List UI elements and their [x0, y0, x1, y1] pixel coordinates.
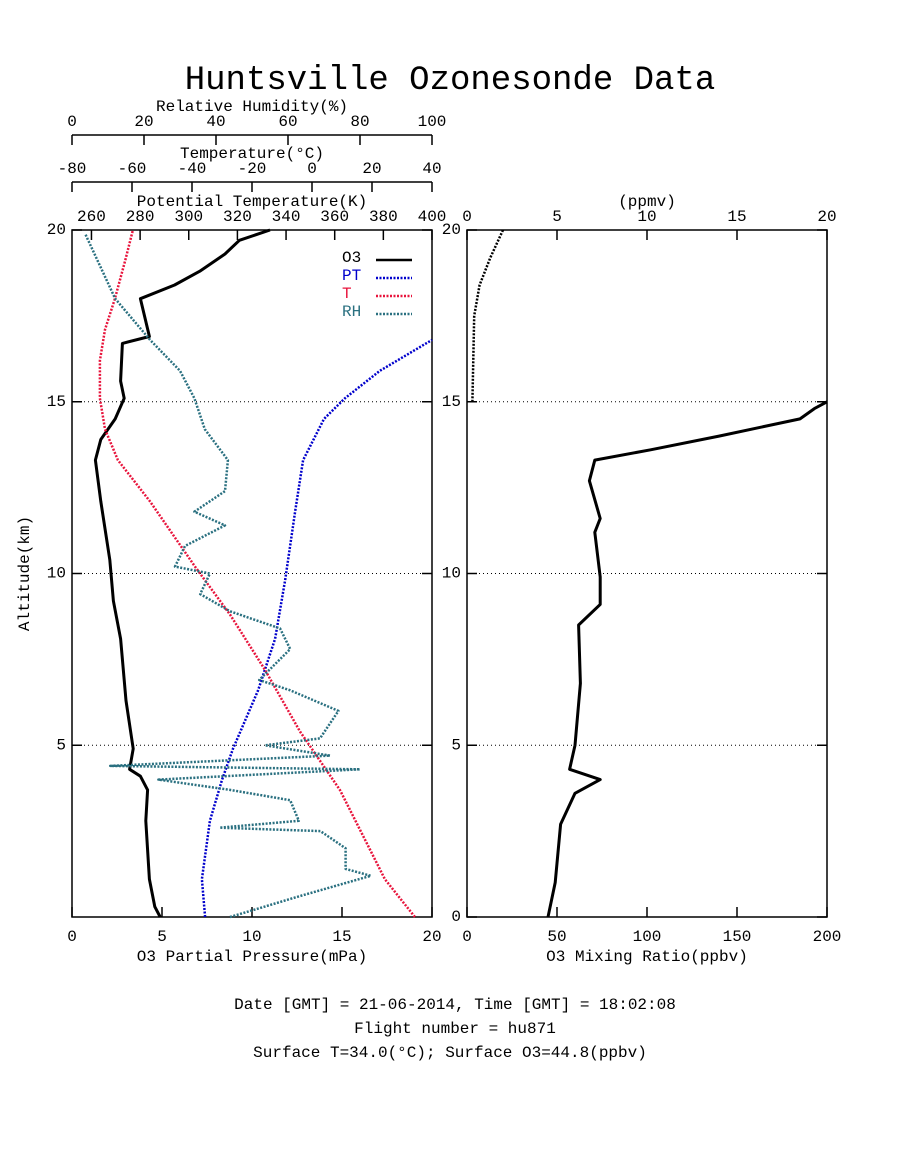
- x-axis-label: Relative Humidity(%): [156, 98, 348, 116]
- x-tick-label: 280: [126, 208, 155, 226]
- x-tick-label: -40: [178, 160, 207, 178]
- x-tick-label: 10: [637, 208, 656, 226]
- x-tick-label: 340: [272, 208, 301, 226]
- footer-line: Surface T=34.0(°C); Surface O3=44.8(ppbv…: [253, 1044, 647, 1062]
- x-tick-label: 300: [174, 208, 203, 226]
- x-tick-label: 15: [727, 208, 746, 226]
- x-tick-label: 20: [134, 113, 153, 131]
- y-tick-label: 10: [442, 565, 461, 583]
- x-tick-label: 0: [67, 928, 77, 946]
- x-tick-label: -60: [118, 160, 147, 178]
- x-tick-label: 40: [422, 160, 441, 178]
- x-tick-label: 0: [462, 208, 472, 226]
- y-tick-label: 15: [442, 393, 461, 411]
- x-tick-label: 50: [547, 928, 566, 946]
- x-tick-label: 15: [332, 928, 351, 946]
- y-tick-label: 0: [451, 908, 461, 926]
- y-tick-label: 20: [47, 221, 66, 239]
- x-tick-label: 100: [418, 113, 447, 131]
- x-tick-label: 320: [223, 208, 252, 226]
- x-tick-label: 5: [157, 928, 167, 946]
- data-line: [200, 338, 433, 918]
- data-line: [546, 400, 828, 918]
- x-tick-label: 200: [813, 928, 842, 946]
- data-line: [83, 232, 373, 919]
- x-tick-label: 260: [77, 208, 106, 226]
- legend-label: O3: [342, 249, 361, 267]
- y-tick-label: 5: [56, 736, 66, 754]
- legend-label: RH: [342, 303, 361, 321]
- x-axis-label: (ppmv): [618, 193, 676, 211]
- x-tick-label: 0: [67, 113, 77, 131]
- footer-line: Date [GMT] = 21-06-2014, Time [GMT] = 18…: [234, 996, 676, 1014]
- x-axis-label: Potential Temperature(K): [137, 193, 367, 211]
- x-tick-label: 20: [362, 160, 381, 178]
- data-line: [98, 229, 416, 918]
- x-tick-label: 150: [723, 928, 752, 946]
- x-tick-label: 60: [278, 113, 297, 131]
- x-axis-label: O3 Mixing Ratio(ppbv): [546, 948, 748, 966]
- x-axis-label: Temperature(°C): [180, 145, 324, 163]
- page-title: Huntsville Ozonesonde Data: [185, 62, 716, 100]
- legend-label: PT: [342, 267, 361, 285]
- data-line: [471, 229, 505, 402]
- x-tick-label: 0: [307, 160, 317, 178]
- x-axis-label: O3 Partial Pressure(mPa): [137, 948, 367, 966]
- x-tick-label: 5: [552, 208, 562, 226]
- y-tick-label: 15: [47, 393, 66, 411]
- x-tick-label: 380: [369, 208, 398, 226]
- x-tick-label: -20: [238, 160, 267, 178]
- x-tick-label: 0: [462, 928, 472, 946]
- x-tick-label: 10: [242, 928, 261, 946]
- y-tick-label: 5: [451, 736, 461, 754]
- x-tick-label: 100: [633, 928, 662, 946]
- x-tick-label: 20: [817, 208, 836, 226]
- x-tick-label: 20: [422, 928, 441, 946]
- x-tick-label: -80: [58, 160, 87, 178]
- x-tick-label: 80: [350, 113, 369, 131]
- x-tick-label: 40: [206, 113, 225, 131]
- legend-label: T: [342, 285, 352, 303]
- footer-line: Flight number = hu871: [354, 1020, 556, 1038]
- y-tick-label: 20: [442, 221, 461, 239]
- data-line: [93, 228, 271, 918]
- x-tick-label: 400: [418, 208, 447, 226]
- x-tick-label: 360: [320, 208, 349, 226]
- y-axis-label: Altitude(km): [16, 516, 34, 631]
- y-tick-label: 10: [47, 565, 66, 583]
